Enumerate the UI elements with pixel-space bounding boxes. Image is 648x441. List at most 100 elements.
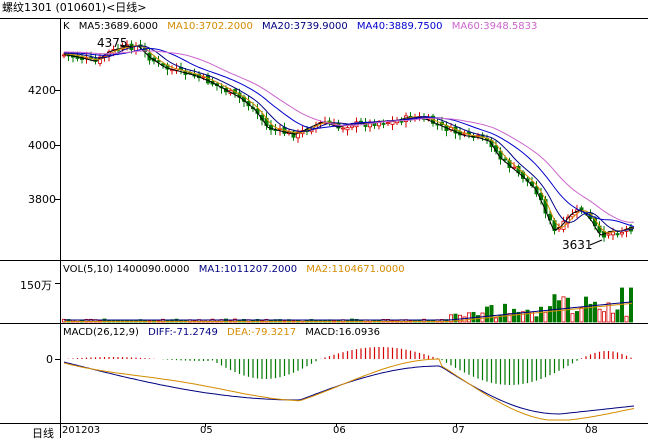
candle-body	[385, 122, 390, 125]
y-tick-mark-4200	[55, 90, 60, 91]
volume-bar	[615, 309, 620, 323]
volume-bar	[493, 317, 498, 323]
volume-bar	[502, 303, 507, 323]
vol-ma2-legend: MA2:1104671.0000	[306, 264, 405, 275]
low-marker-line	[589, 239, 603, 246]
volume-bar	[606, 302, 611, 323]
y-tick-mark-macd	[55, 359, 60, 360]
volume-bar	[570, 313, 575, 323]
vol-legend: VOL(5,10) 1400090.0000	[63, 264, 190, 275]
candle-body	[62, 54, 67, 57]
vol-ma1-legend: MA1:1011207.2000	[198, 264, 298, 275]
volume-bar	[557, 300, 562, 323]
price-legend-prefix: K	[63, 21, 70, 32]
candle-body	[502, 158, 507, 161]
top-border	[0, 18, 648, 19]
volume-bar	[548, 306, 553, 323]
x-label-201203: 201203	[62, 425, 101, 436]
volume-bar	[584, 296, 589, 323]
high-price-label: 4375	[97, 36, 128, 50]
volume-bar	[579, 307, 584, 323]
diff-legend: DIFF:-71.2749	[148, 327, 218, 338]
candle-body	[381, 123, 386, 125]
volume-bar	[539, 306, 544, 323]
volume-ma2-line	[64, 302, 633, 322]
candle-body	[345, 127, 350, 131]
candle-body	[606, 233, 611, 236]
x-label-08: 08	[585, 425, 598, 436]
price-tick-4200: 4200	[28, 84, 56, 97]
low-price-label: 3631	[562, 238, 593, 252]
ma10-legend: MA10:3702.2000	[167, 21, 253, 32]
volume-bar	[629, 287, 634, 323]
candle-body	[295, 131, 300, 139]
price-volume-divider	[0, 260, 648, 261]
macd-dea-line	[63, 358, 635, 421]
candle-body	[340, 127, 345, 130]
volume-tick: 150万	[20, 279, 52, 292]
macd-diff-line	[63, 361, 635, 415]
volume-bar	[484, 306, 489, 323]
volume-bar	[552, 294, 557, 323]
y-tick-mark-3800	[55, 199, 60, 200]
macd-legend: MACD(26,12,9) DIFF:-71.2749 DEA:-79.3217…	[63, 327, 386, 339]
volume-bar	[624, 315, 629, 323]
volume-bar	[620, 287, 625, 323]
candle-body	[349, 125, 354, 128]
volume-bar	[611, 312, 616, 323]
volume-legend: VOL(5,10) 1400090.0000 MA1:1011207.2000 …	[63, 264, 411, 276]
x-axis-line	[0, 423, 648, 424]
y-tick-mark-4000	[55, 145, 60, 146]
x-label-05: 05	[200, 425, 213, 436]
x-tick-06	[336, 423, 337, 427]
volume-bar	[575, 311, 580, 323]
volume-bar	[543, 311, 548, 323]
volume-bar	[534, 316, 539, 323]
price-legend: K MA5:3689.6000 MA10:3702.2000 MA20:3739…	[63, 21, 543, 33]
volume-bar	[489, 305, 494, 323]
ma40-line	[64, 48, 635, 228]
price-tick-3800: 3800	[28, 193, 56, 206]
x-tick-08	[587, 423, 588, 427]
y-tick-mark-vol	[55, 283, 60, 284]
x-label-07: 07	[452, 425, 465, 436]
x-label-06: 06	[333, 425, 346, 436]
ma5-legend: MA5:3689.6000	[78, 21, 159, 32]
ma20-line	[63, 45, 635, 232]
ma60-legend: MA60:3948.5833	[451, 21, 538, 32]
macd-zero-tick: 0	[46, 353, 53, 366]
volume-bar	[507, 313, 512, 323]
volume-bar	[593, 301, 598, 323]
volume-macd-divider	[0, 323, 648, 324]
x-tick-07	[456, 423, 457, 427]
volume-bar	[480, 312, 485, 323]
price-tick-4000: 4000	[28, 139, 56, 152]
volume-bar	[516, 311, 521, 323]
volume-ma1-line	[64, 301, 633, 321]
volume-bar	[602, 311, 607, 323]
ma60-line	[64, 50, 634, 223]
volume-bar	[453, 313, 458, 323]
candle-body	[156, 60, 161, 63]
y-axis-line	[60, 18, 61, 438]
dea-legend: DEA:-79.3217	[227, 327, 297, 338]
chart-title: 螺纹1301 (010601)<日线>	[2, 1, 147, 14]
volume-bar	[525, 309, 530, 323]
volume-bar	[561, 296, 566, 323]
macd-params-legend: MACD(26,12,9)	[63, 327, 139, 338]
candle-body	[620, 231, 625, 235]
x-axis-prefix: 日线	[32, 427, 54, 440]
macd-value-legend: MACD:16.0936	[305, 327, 380, 338]
ma40-legend: MA40:3889.7500	[356, 21, 443, 32]
volume-bar	[448, 314, 453, 323]
candle-body	[615, 233, 620, 236]
x-tick-05	[205, 423, 206, 427]
volume-bar	[588, 303, 593, 323]
volume-bar	[597, 308, 602, 323]
ma10-line	[63, 45, 635, 234]
ma20-legend: MA20:3739.9000	[262, 21, 348, 32]
volume-bar	[466, 312, 471, 323]
volume-bar	[521, 311, 526, 323]
high-marker-line	[119, 44, 134, 48]
